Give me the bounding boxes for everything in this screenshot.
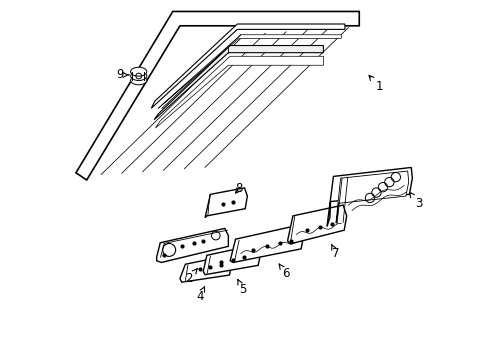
Polygon shape — [326, 167, 411, 226]
Text: 8: 8 — [235, 183, 243, 195]
Text: 1: 1 — [368, 76, 382, 93]
Text: 6: 6 — [279, 264, 289, 280]
Polygon shape — [151, 24, 344, 108]
Text: 7: 7 — [331, 244, 339, 260]
Polygon shape — [155, 56, 323, 128]
Polygon shape — [287, 205, 346, 244]
Polygon shape — [204, 188, 247, 218]
Polygon shape — [180, 255, 231, 282]
Ellipse shape — [130, 72, 146, 81]
Text: 2: 2 — [185, 269, 197, 285]
Polygon shape — [158, 35, 341, 108]
Text: 3: 3 — [408, 193, 421, 210]
Polygon shape — [203, 244, 260, 275]
Ellipse shape — [130, 76, 146, 85]
Polygon shape — [156, 228, 228, 262]
Polygon shape — [76, 12, 359, 180]
Text: 5: 5 — [237, 280, 246, 296]
Text: 4: 4 — [196, 287, 204, 303]
Polygon shape — [230, 225, 303, 262]
Text: 9: 9 — [116, 68, 129, 81]
Polygon shape — [154, 45, 323, 120]
Ellipse shape — [130, 67, 146, 76]
Polygon shape — [335, 171, 408, 223]
